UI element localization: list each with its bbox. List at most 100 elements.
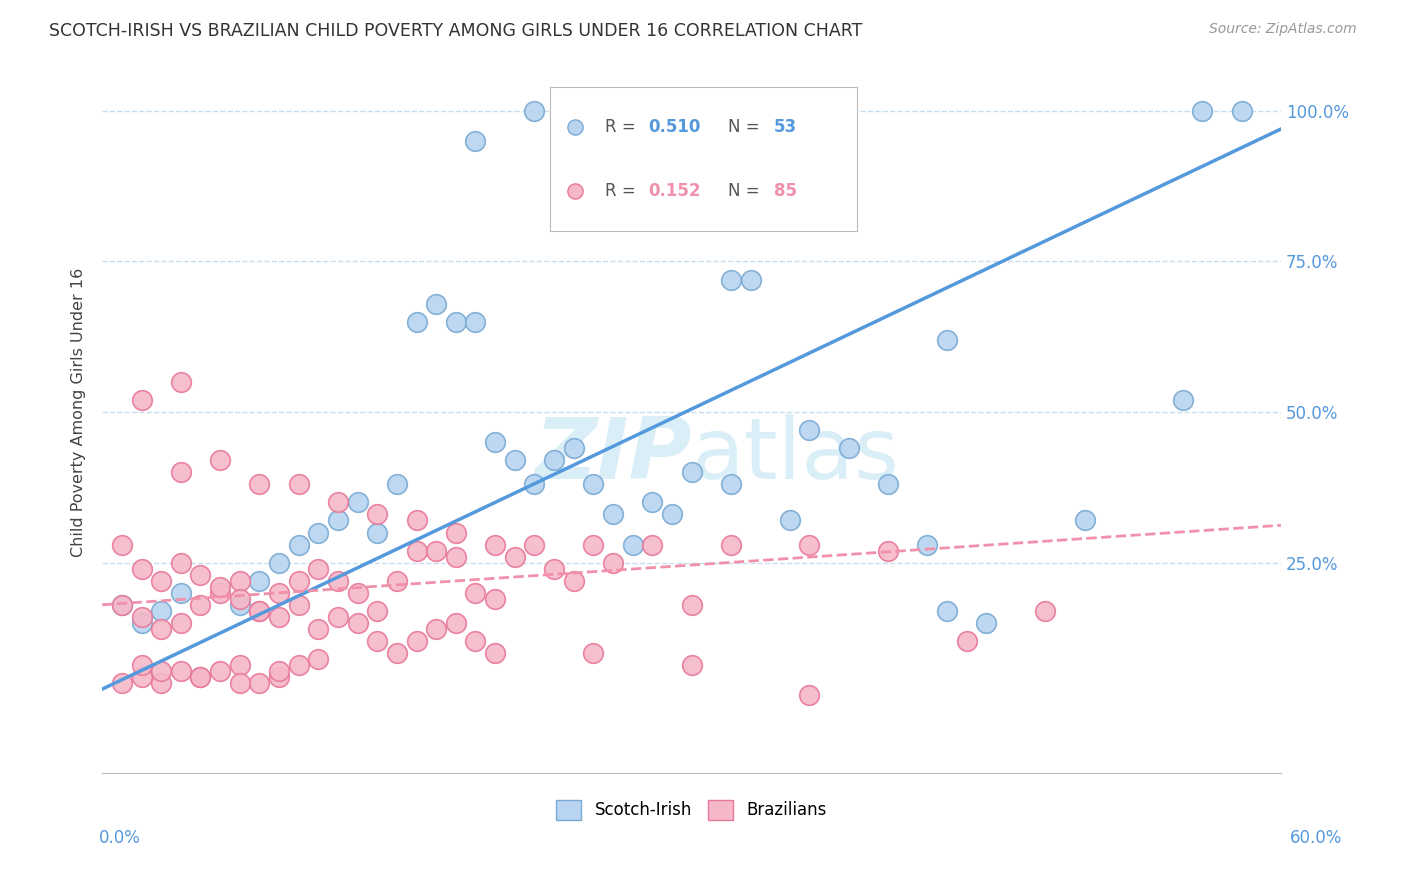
Point (170, 375, 193, 389)
Y-axis label: Child Poverty Among Girls Under 16: Child Poverty Among Girls Under 16 (72, 268, 86, 557)
Point (366, 604, 388, 618)
Point (170, 664, 193, 678)
Point (641, 537, 664, 551)
Point (1033, 604, 1056, 618)
Point (661, 508, 683, 522)
Point (111, 598, 134, 612)
Point (582, 477, 605, 491)
Point (131, 658, 153, 673)
Point (366, 508, 388, 522)
Point (307, 652, 329, 666)
Text: atlas: atlas (692, 414, 900, 497)
Point (838, 441, 860, 455)
Point (484, 646, 506, 660)
Point (405, 634, 427, 648)
Point (523, 477, 546, 491)
Point (385, 574, 408, 588)
Point (247, 574, 270, 588)
Point (366, 634, 388, 648)
Point (229, 658, 252, 673)
Point (503, 453, 526, 467)
Point (326, 513, 349, 527)
Point (307, 622, 329, 636)
Point (936, 333, 959, 347)
Point (229, 574, 252, 588)
Point (562, 103, 585, 118)
Point (131, 610, 153, 624)
Point (247, 604, 270, 618)
Point (190, 598, 212, 612)
Point (247, 676, 270, 690)
Point (641, 103, 664, 118)
Point (602, 556, 624, 570)
Text: Source: ZipAtlas.com: Source: ZipAtlas.com (1209, 22, 1357, 37)
Point (444, 615, 467, 630)
Point (326, 495, 349, 509)
Point (799, 423, 821, 437)
Point (131, 615, 153, 630)
Point (307, 525, 329, 540)
Text: SCOTCH-IRISH VS BRAZILIAN CHILD POVERTY AMONG GIRLS UNDER 16 CORRELATION CHART: SCOTCH-IRISH VS BRAZILIAN CHILD POVERTY … (49, 22, 863, 40)
Point (1191, 103, 1213, 118)
Point (779, 513, 801, 527)
Point (444, 549, 467, 564)
Point (523, 537, 546, 551)
Point (405, 315, 427, 329)
Point (111, 537, 134, 551)
Point (229, 591, 252, 606)
Point (464, 586, 486, 600)
Point (1230, 103, 1253, 118)
Point (425, 622, 447, 636)
Point (170, 615, 193, 630)
Point (385, 646, 408, 660)
Point (229, 676, 252, 690)
Point (405, 543, 427, 558)
Point (484, 537, 506, 551)
Point (956, 634, 979, 648)
Point (287, 574, 309, 588)
Point (247, 604, 270, 618)
Point (681, 598, 703, 612)
Point (267, 664, 290, 678)
Point (582, 537, 605, 551)
Point (936, 604, 959, 618)
Point (111, 676, 134, 690)
Point (799, 537, 821, 551)
Point (464, 315, 486, 329)
Point (484, 435, 506, 450)
Point (346, 586, 368, 600)
Point (385, 477, 408, 491)
Point (681, 465, 703, 479)
Point (209, 453, 232, 467)
Point (405, 513, 427, 527)
Point (150, 664, 173, 678)
Point (974, 615, 997, 630)
Point (720, 477, 742, 491)
Point (150, 676, 173, 690)
Legend: Scotch-Irish, Brazilians: Scotch-Irish, Brazilians (550, 793, 834, 827)
Point (111, 598, 134, 612)
Point (267, 586, 290, 600)
Point (917, 537, 939, 551)
Point (1171, 392, 1194, 407)
Point (150, 574, 173, 588)
Point (621, 537, 644, 551)
Point (150, 604, 173, 618)
Text: ZIP: ZIP (534, 414, 692, 497)
Point (287, 658, 309, 673)
Point (307, 562, 329, 576)
Point (131, 562, 153, 576)
Point (464, 134, 486, 148)
Point (267, 556, 290, 570)
Point (464, 634, 486, 648)
Point (131, 392, 153, 407)
Point (523, 103, 546, 118)
Point (799, 688, 821, 702)
Point (209, 580, 232, 594)
Point (267, 610, 290, 624)
Point (267, 670, 290, 684)
Point (444, 315, 467, 329)
Point (326, 574, 349, 588)
Point (190, 670, 212, 684)
Point (720, 272, 742, 286)
